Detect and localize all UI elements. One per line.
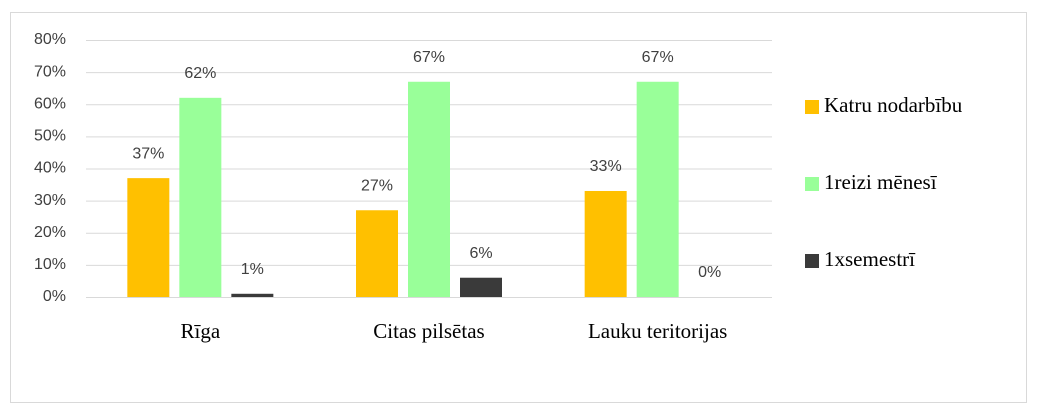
value-label: 62%	[184, 65, 216, 82]
value-label: 1%	[241, 261, 264, 278]
value-label: 27%	[361, 177, 393, 194]
bar	[460, 277, 502, 297]
bar	[636, 81, 679, 297]
bar	[356, 210, 398, 297]
bar	[179, 97, 222, 297]
value-label: 67%	[413, 49, 445, 66]
legend-label: 1xsemestrī	[824, 247, 916, 271]
bar	[127, 178, 170, 297]
bar	[584, 190, 627, 297]
value-label: 0%	[698, 264, 721, 281]
y-tick-label: 60%	[34, 95, 66, 112]
y-tick-label: 70%	[34, 63, 66, 80]
legend-swatch	[805, 177, 819, 191]
y-tick-label: 20%	[34, 224, 66, 241]
value-label: 67%	[642, 49, 674, 66]
bar	[231, 293, 274, 297]
x-tick-label: Citas pilsētas	[373, 319, 484, 343]
legend-label: Katru nodarbību	[824, 93, 963, 117]
x-tick-label: Rīga	[180, 319, 220, 343]
value-label: 37%	[132, 145, 164, 162]
y-tick-label: 0%	[43, 288, 66, 305]
value-label: 33%	[590, 158, 622, 175]
legend-label: 1reizi mēnesī	[824, 170, 938, 194]
legend-swatch	[805, 254, 819, 268]
y-tick-label: 80%	[34, 31, 66, 48]
legend-swatch	[805, 100, 819, 114]
y-tick-label: 50%	[34, 128, 66, 145]
x-tick-label: Lauku teritorijas	[588, 319, 727, 343]
y-tick-label: 10%	[34, 256, 66, 273]
value-label: 6%	[469, 245, 492, 262]
bar	[408, 81, 450, 297]
y-tick-label: 40%	[34, 160, 66, 177]
y-tick-label: 30%	[34, 192, 66, 209]
